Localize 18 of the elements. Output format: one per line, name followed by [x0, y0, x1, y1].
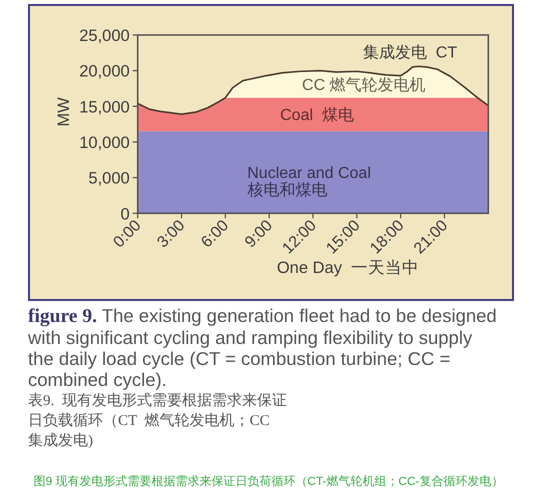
y-tick-label: 0 — [120, 205, 130, 224]
x-tick-label: 9:00 — [242, 217, 276, 252]
series-label: Coal 煤电 — [280, 106, 354, 124]
y-tick-label: 15,000 — [79, 98, 130, 116]
x-tick-label: 6:00 — [198, 217, 232, 252]
text: 表9. 现有发电形式需要根据需求来保证日负载循环（CT 燃气轮发电机；CC 集成发电) — [28, 393, 287, 449]
series-label: Nuclear and Coal 核电和煤电 — [246, 164, 371, 199]
y-axis-title: MW — [55, 96, 73, 127]
x-axis-title: One Day 一天当中 — [276, 259, 420, 277]
y-tick-label: 20,000 — [79, 62, 130, 81]
y-tick-label: 25,000 — [79, 27, 130, 45]
y-tick-label: 5,000 — [88, 170, 130, 188]
series-label: CC 燃气轮发电机 — [302, 76, 426, 94]
y-tick-label: 10,000 — [79, 134, 130, 152]
text: figure 9. The existing generation fleet had to be designed with significant cycling and ramping flexibility to supply the daily load cycle (CT = combustion turbine; CC = combined cycle). — [28, 305, 497, 390]
x-tick-label: 3:00 — [154, 217, 188, 252]
caption: 图9 现有发电形式需要根据需求来保证日负荷循环（CT-燃气轮机组；CC-复合循环发电） — [34, 474, 504, 488]
annotation: 集成发电 CT — [362, 44, 458, 62]
